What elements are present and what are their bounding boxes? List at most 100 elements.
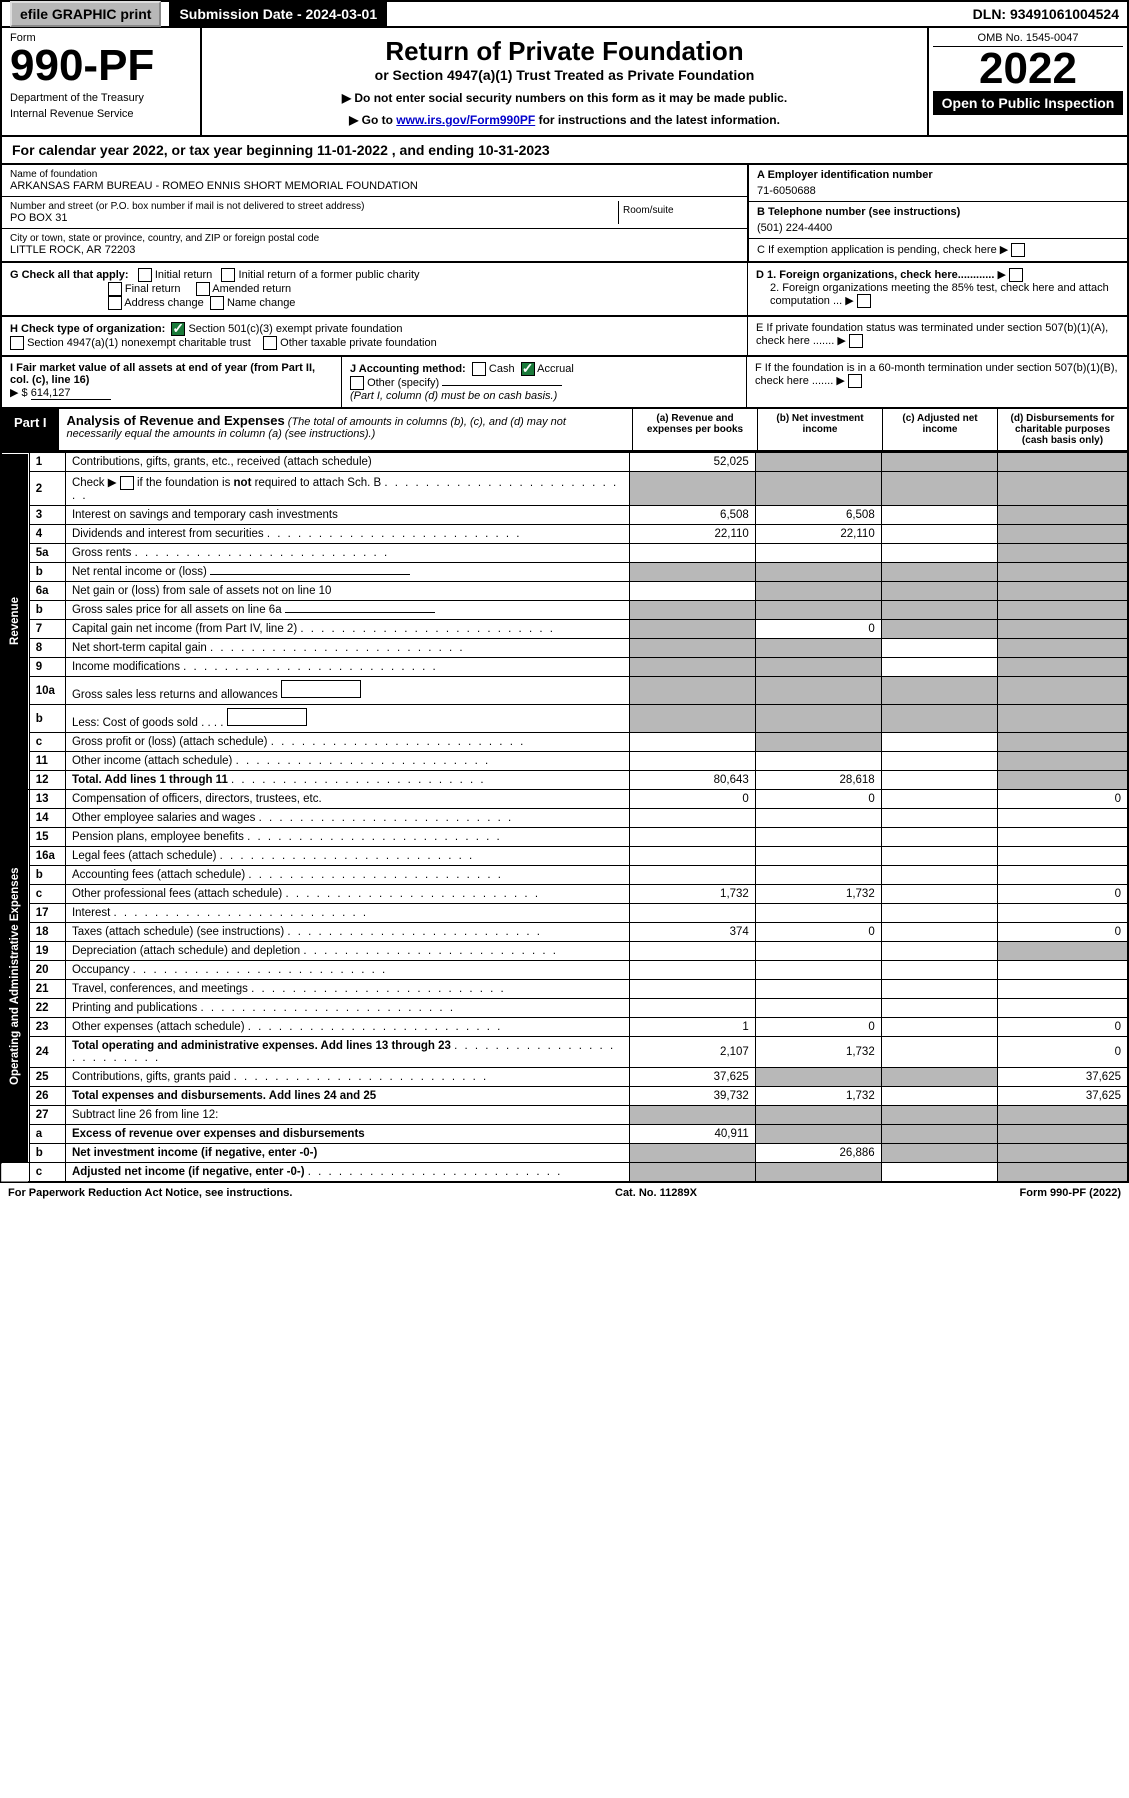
row-7: 7Capital gain net income (from Part IV, …: [1, 620, 1128, 639]
row-27c: cAdjusted net income (if negative, enter…: [1, 1163, 1128, 1183]
other-taxable-checkbox[interactable]: [263, 336, 277, 350]
form990pf-link[interactable]: www.irs.gov/Form990PF: [396, 113, 535, 127]
form-subtitle: or Section 4947(a)(1) Trust Treated as P…: [210, 67, 919, 83]
row-3: 3Interest on savings and temporary cash …: [1, 506, 1128, 525]
other-method-checkbox[interactable]: [350, 376, 364, 390]
row-21: 21Travel, conferences, and meetings: [1, 980, 1128, 999]
ein-cell: A Employer identification number 71-6050…: [749, 165, 1127, 202]
form-title: Return of Private Foundation: [210, 36, 919, 67]
i-label: I Fair market value of all assets at end…: [10, 362, 315, 386]
row-14: 14Other employee salaries and wages: [1, 809, 1128, 828]
schb-checkbox[interactable]: [120, 476, 134, 490]
expenses-side-label: Operating and Administrative Expenses: [1, 790, 29, 1163]
row-19: 19Depreciation (attach schedule) and dep…: [1, 942, 1128, 961]
row-18: 18Taxes (attach schedule) (see instructi…: [1, 923, 1128, 942]
d2-85pct: 2. Foreign organizations meeting the 85%…: [756, 282, 1119, 308]
form-number: 990-PF: [10, 44, 192, 88]
row-15: 15Pension plans, employee benefits: [1, 828, 1128, 847]
d2-checkbox[interactable]: [857, 294, 871, 308]
calendar-year-row: For calendar year 2022, or tax year begi…: [0, 137, 1129, 165]
form-header: Form 990-PF Department of the Treasury I…: [0, 28, 1129, 137]
j-note: (Part I, column (d) must be on cash basi…: [350, 390, 557, 402]
e-terminated: E If private foundation status was termi…: [747, 317, 1127, 355]
footer-left: For Paperwork Reduction Act Notice, see …: [8, 1187, 292, 1199]
form-note-2: ▶ Go to www.irs.gov/Form990PF for instru…: [210, 113, 919, 127]
phone-cell: B Telephone number (see instructions) (5…: [749, 202, 1127, 239]
row-13: Operating and Administrative Expenses 13…: [1, 790, 1128, 809]
e-checkbox[interactable]: [849, 334, 863, 348]
final-return-checkbox[interactable]: [108, 282, 122, 296]
footer-form: Form 990-PF (2022): [1020, 1187, 1121, 1199]
col-a-header: (a) Revenue and expenses per books: [632, 409, 757, 450]
row-22: 22Printing and publications: [1, 999, 1128, 1018]
page-footer: For Paperwork Reduction Act Notice, see …: [0, 1183, 1129, 1203]
submission-date: Submission Date - 2024-03-01: [171, 2, 387, 26]
phone-value: (501) 224-4400: [757, 218, 1119, 234]
col-d-header: (d) Disbursements for charitable purpose…: [997, 409, 1127, 450]
row-4: 4Dividends and interest from securities …: [1, 525, 1128, 544]
dept-irs: Internal Revenue Service: [10, 108, 192, 120]
row-1: Revenue 1 Contributions, gifts, grants, …: [1, 453, 1128, 472]
foundation-info: Name of foundation ARKANSAS FARM BUREAU …: [0, 165, 1129, 263]
part1-title: Analysis of Revenue and Expenses (The to…: [59, 409, 632, 450]
address-change-checkbox[interactable]: [108, 296, 122, 310]
d1-checkbox[interactable]: [1009, 268, 1023, 282]
row-12: 12Total. Add lines 1 through 11 80,64328…: [1, 771, 1128, 790]
row-16a: 16aLegal fees (attach schedule): [1, 847, 1128, 866]
4947-checkbox[interactable]: [10, 336, 24, 350]
row-27a: aExcess of revenue over expenses and dis…: [1, 1125, 1128, 1144]
initial-return-checkbox[interactable]: [138, 268, 152, 282]
part1-header: Part I Analysis of Revenue and Expenses …: [0, 409, 1129, 452]
row-5b: bNet rental income or (loss): [1, 563, 1128, 582]
header-right: OMB No. 1545-0047 2022 Open to Public In…: [927, 28, 1127, 135]
row-10c: cGross profit or (loss) (attach schedule…: [1, 733, 1128, 752]
part1-label: Part I: [2, 409, 59, 450]
row-5a: 5aGross rents: [1, 544, 1128, 563]
dln-number: DLN: 93491061004524: [965, 2, 1127, 26]
section-i-j-f: I Fair market value of all assets at end…: [0, 357, 1129, 409]
tax-year: 2022: [933, 47, 1123, 91]
address-cell: Number and street (or P.O. box number if…: [2, 197, 747, 229]
footer-catno: Cat. No. 11289X: [615, 1187, 697, 1199]
g-label: G Check all that apply:: [10, 269, 129, 281]
part1-table: Revenue 1 Contributions, gifts, grants, …: [0, 452, 1129, 1183]
dept-treasury: Department of the Treasury: [10, 92, 192, 104]
row-6b: bGross sales price for all assets on lin…: [1, 601, 1128, 620]
row-8: 8Net short-term capital gain: [1, 639, 1128, 658]
j-label: J Accounting method:: [350, 363, 466, 375]
f-60month: F If the foundation is in a 60-month ter…: [747, 357, 1127, 407]
row-10a: 10aGross sales less returns and allowanc…: [1, 677, 1128, 705]
form-note-1: ▶ Do not enter social security numbers o…: [210, 91, 919, 105]
row-16c: cOther professional fees (attach schedul…: [1, 885, 1128, 904]
efile-print-button[interactable]: efile GRAPHIC print: [2, 2, 171, 26]
fmv-value: 614,127: [31, 387, 111, 400]
exemption-pending-cell: C If exemption application is pending, c…: [749, 239, 1127, 261]
city-cell: City or town, state or province, country…: [2, 229, 747, 260]
col-b-header: (b) Net investment income: [757, 409, 882, 450]
accrual-checkbox[interactable]: [521, 362, 535, 376]
ein-value: 71-6050688: [757, 181, 1119, 197]
f-checkbox[interactable]: [848, 374, 862, 388]
h-label: H Check type of organization:: [10, 323, 165, 335]
cash-checkbox[interactable]: [472, 362, 486, 376]
row-20: 20Occupancy: [1, 961, 1128, 980]
row-6a: 6aNet gain or (loss) from sale of assets…: [1, 582, 1128, 601]
foundation-name-cell: Name of foundation ARKANSAS FARM BUREAU …: [2, 165, 747, 197]
tax-year-begin: 11-01-2022: [317, 142, 388, 158]
amended-return-checkbox[interactable]: [196, 282, 210, 296]
d1-foreign-org: D 1. Foreign organizations, check here..…: [756, 268, 1119, 282]
row-24: 24Total operating and administrative exp…: [1, 1037, 1128, 1068]
foundation-city: LITTLE ROCK, AR 72203: [10, 244, 739, 256]
col-c-header: (c) Adjusted net income: [882, 409, 997, 450]
room-suite-label: Room/suite: [619, 201, 739, 224]
501c3-checkbox[interactable]: [171, 322, 185, 336]
revenue-side-label: Revenue: [1, 453, 29, 790]
row-23: 23Other expenses (attach schedule) 100: [1, 1018, 1128, 1037]
exemption-checkbox[interactable]: [1011, 243, 1025, 257]
name-change-checkbox[interactable]: [210, 296, 224, 310]
row-27b: bNet investment income (if negative, ent…: [1, 1144, 1128, 1163]
foundation-name: ARKANSAS FARM BUREAU - ROMEO ENNIS SHORT…: [10, 180, 739, 192]
row-27: 27Subtract line 26 from line 12:: [1, 1106, 1128, 1125]
section-h-e: H Check type of organization: Section 50…: [0, 317, 1129, 357]
initial-former-checkbox[interactable]: [221, 268, 235, 282]
